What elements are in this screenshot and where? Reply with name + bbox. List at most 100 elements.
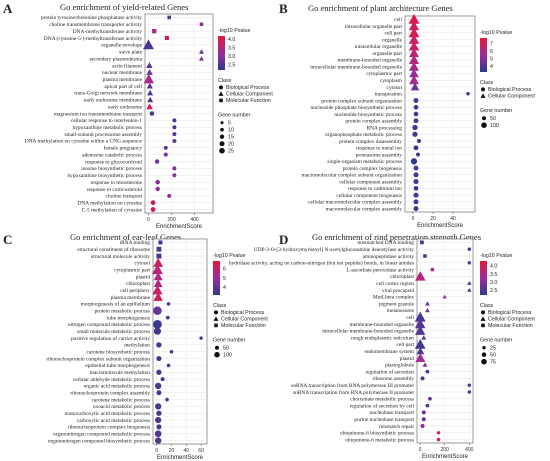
plot-area	[416, 238, 474, 444]
data-point	[421, 335, 427, 340]
data-point	[153, 306, 162, 316]
term-label: organelle part	[372, 51, 402, 57]
data-point	[421, 417, 426, 422]
data-point	[156, 356, 162, 362]
data-point	[416, 347, 425, 355]
class-legend-item: Cellular Component	[226, 92, 273, 98]
data-point	[467, 383, 472, 387]
size-legend-key	[481, 352, 487, 357]
size-legend-title: Gene number	[213, 338, 246, 344]
data-point	[414, 339, 426, 349]
term-label: apical part of cell	[104, 83, 142, 90]
data-point	[150, 200, 156, 206]
data-point	[155, 403, 162, 410]
term-label: intracellular membrane-bounded organelle	[322, 329, 414, 335]
x-tick-label: 40	[184, 448, 190, 454]
term-label: UDP-3-O-[3-hydroxymyristoyl] N-acetylglu…	[254, 247, 415, 253]
data-point	[413, 98, 419, 103]
size-legend-key	[215, 345, 219, 350]
x-tick-label: 0	[419, 447, 422, 453]
data-point	[158, 240, 163, 245]
data-point	[413, 111, 419, 117]
panel-letter: A	[3, 1, 13, 16]
class-legend-title: Class	[218, 78, 232, 84]
data-point	[425, 301, 430, 306]
color-legend-title: -log10 Pvalue	[480, 30, 512, 36]
data-point	[414, 318, 426, 329]
size-legend-key	[481, 122, 487, 128]
data-point	[413, 104, 419, 110]
term-label: cellular response to interleukin-1	[71, 118, 142, 124]
term-label: mismatch repair	[379, 424, 414, 430]
data-point	[408, 34, 420, 44]
term-label: carotene biosynthetic process	[87, 350, 150, 356]
size-legend-key	[482, 116, 486, 121]
term-label: protein complex assembly	[345, 119, 402, 125]
term-label: regulation of secretion by cell	[350, 402, 415, 409]
term-label: cell	[394, 17, 402, 23]
class-legend-key	[214, 323, 218, 328]
term-label: cell part	[396, 342, 414, 348]
term-label: melanosome	[387, 308, 415, 314]
term-label: ubiquinone-6 metabolic process	[345, 437, 414, 443]
data-point	[167, 15, 171, 20]
x-axis-label: EnrichmentScore	[422, 454, 469, 460]
term-label: plasma membrane	[103, 77, 143, 83]
chart-title: Go enrichment of yield-related Genes	[60, 2, 189, 12]
data-point	[172, 132, 177, 137]
data-point	[199, 336, 203, 340]
chart-svg: mismatched DNA bindingUDP-3-O-[3-hydroxy…	[229, 238, 535, 460]
data-point	[164, 36, 169, 41]
class-legend-title: Class	[480, 303, 494, 309]
term-label: cell cortex region	[376, 281, 414, 287]
class-legend-key	[214, 310, 218, 315]
data-point	[467, 287, 472, 292]
size-legend-key	[482, 345, 486, 350]
data-point	[165, 397, 169, 402]
term-label: protein complex subunit organization	[321, 98, 402, 104]
data-point	[414, 311, 426, 322]
panel-letter: D	[279, 232, 289, 247]
term-label: DNA-methyltransferase activity	[73, 28, 143, 35]
data-point	[415, 152, 421, 157]
data-point	[420, 240, 424, 245]
data-point	[420, 423, 425, 429]
data-point	[155, 179, 160, 185]
data-point	[155, 186, 160, 192]
data-point	[425, 308, 430, 313]
data-point	[172, 166, 177, 171]
data-point	[166, 302, 171, 306]
data-point	[408, 54, 420, 65]
data-point	[154, 437, 162, 444]
size-legend-item: 50	[223, 346, 229, 352]
data-point	[408, 13, 420, 24]
x-axis-label: EnrichmentScore	[417, 223, 464, 229]
term-label: nucleoside phosphate biosynthetic proces…	[311, 105, 402, 111]
class-legend-key	[218, 91, 224, 96]
size-legend-title: Gene number	[218, 113, 251, 119]
size-legend-key	[220, 121, 224, 125]
term-label: sieve plate	[119, 50, 143, 56]
size-legend-item: 5	[228, 121, 231, 127]
term-label: cellular aldehyde metabolic process	[73, 377, 150, 383]
class-legend-item: Molecular Function	[226, 98, 271, 104]
term-label: snRNA transcription from RNA polymerase …	[293, 389, 414, 396]
data-point	[413, 185, 419, 191]
size-legend-key	[214, 351, 220, 358]
data-point	[442, 294, 447, 299]
term-label: L-ascorbate peroxidase activity	[346, 267, 414, 273]
color-legend-tick: 3.0	[228, 54, 235, 60]
x-tick-label: 0	[155, 448, 158, 454]
term-label: morphogenesis of an epithelium	[81, 301, 151, 308]
term-label: plastid	[136, 274, 151, 280]
term-label: ribosome assembly	[373, 376, 415, 382]
data-point	[156, 390, 162, 396]
term-label: structural constituent of ribosome	[77, 246, 150, 253]
data-point	[153, 327, 162, 335]
term-label: cell periphery	[120, 288, 150, 294]
data-point	[466, 91, 470, 96]
data-point	[423, 254, 427, 258]
data-point	[413, 118, 419, 124]
data-point	[147, 89, 154, 96]
x-tick-label: 200	[167, 217, 176, 223]
